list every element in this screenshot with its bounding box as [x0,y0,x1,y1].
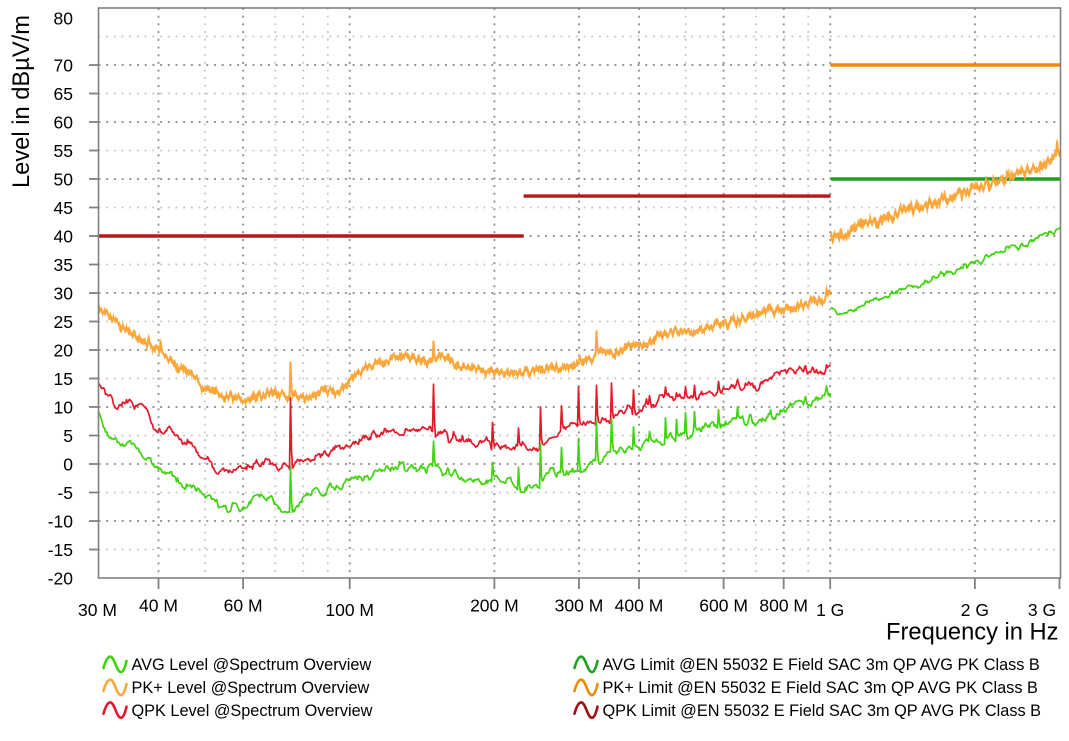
svg-text:5: 5 [63,426,73,446]
svg-text:30: 30 [54,283,74,303]
svg-text:PK+ Level @Spectrum Overview: PK+ Level @Spectrum Overview [132,679,370,697]
svg-text:25: 25 [54,312,73,332]
svg-text:40: 40 [54,226,74,246]
svg-text:-20: -20 [48,568,74,588]
svg-text:35: 35 [54,255,73,275]
svg-text:70: 70 [54,55,74,75]
svg-text:-15: -15 [48,540,73,560]
svg-text:-5: -5 [57,483,73,503]
svg-text:800 M: 800 M [759,596,808,616]
svg-text:10: 10 [54,397,74,417]
svg-text:QPK Level @Spectrum Overview: QPK Level @Spectrum Overview [132,702,373,720]
svg-text:200 M: 200 M [470,596,519,616]
svg-text:45: 45 [54,198,73,218]
svg-text:3 G: 3 G [1028,600,1056,620]
svg-text:AVG Limit @EN 55032 E Field SA: AVG Limit @EN 55032 E Field SAC 3m QP AV… [603,656,1040,674]
svg-text:40 M: 40 M [139,596,178,616]
svg-text:55: 55 [54,141,73,161]
svg-text:-10: -10 [48,511,74,531]
svg-text:2 G: 2 G [961,600,989,620]
svg-text:AVG Level @Spectrum Overview: AVG Level @Spectrum Overview [132,656,372,674]
svg-text:100 M: 100 M [325,600,374,620]
svg-text:60: 60 [54,112,74,132]
svg-text:Frequency in Hz: Frequency in Hz [886,620,1058,646]
svg-text:QPK Limit @EN 55032 E Field SA: QPK Limit @EN 55032 E Field SAC 3m QP AV… [603,702,1042,720]
svg-text:600 M: 600 M [699,596,748,616]
svg-text:30 M: 30 M [78,600,117,620]
svg-text:Level in dBµV/m: Level in dBµV/m [9,15,35,188]
svg-text:0: 0 [63,454,73,474]
svg-text:60 M: 60 M [224,596,263,616]
svg-text:15: 15 [54,369,73,389]
svg-text:50: 50 [54,169,74,189]
svg-text:80: 80 [54,9,74,29]
svg-text:PK+ Limit @EN 55032 E Field SA: PK+ Limit @EN 55032 E Field SAC 3m QP AV… [603,679,1038,697]
svg-text:300 M: 300 M [555,596,604,616]
svg-text:20: 20 [54,340,74,360]
svg-text:1 G: 1 G [816,600,844,620]
svg-text:400 M: 400 M [615,596,664,616]
svg-text:65: 65 [54,84,73,104]
